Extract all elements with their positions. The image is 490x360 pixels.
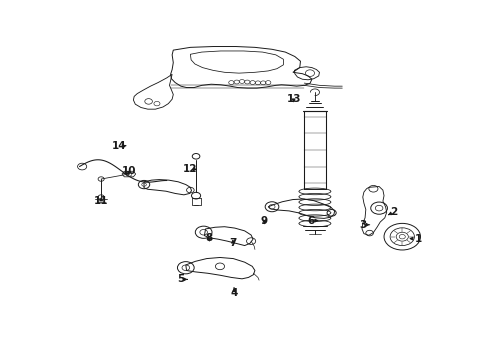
Text: 8: 8 <box>206 233 213 243</box>
Text: 3: 3 <box>360 220 367 230</box>
Text: 7: 7 <box>229 238 237 248</box>
Text: 11: 11 <box>94 196 108 206</box>
Text: 10: 10 <box>122 166 136 176</box>
Text: 5: 5 <box>177 274 185 284</box>
Text: 12: 12 <box>183 164 197 174</box>
Text: 2: 2 <box>390 207 397 217</box>
Text: 9: 9 <box>261 216 268 226</box>
Text: 4: 4 <box>230 288 238 298</box>
Text: 13: 13 <box>287 94 301 104</box>
Text: 6: 6 <box>308 216 315 226</box>
Text: 14: 14 <box>112 141 126 151</box>
Text: 1: 1 <box>415 234 422 244</box>
